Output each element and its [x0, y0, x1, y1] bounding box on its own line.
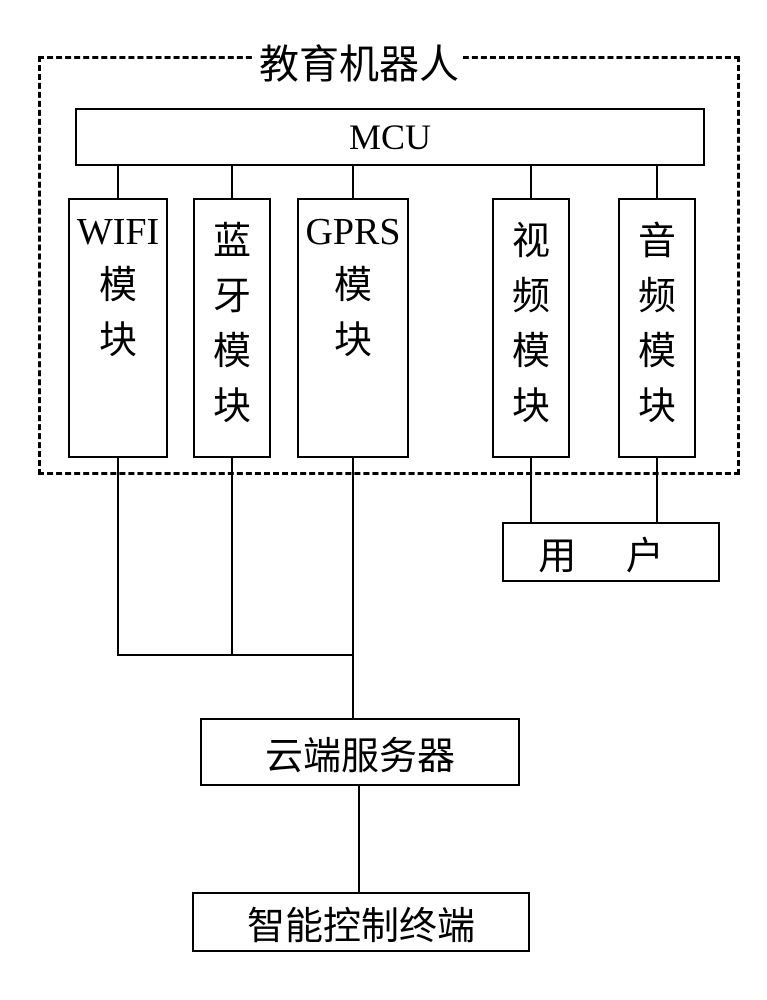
diagram-canvas: 教育机器人 MCU WIFI 模 块 蓝 牙 模 块 GPRS 模 块 视 频 … [0, 0, 767, 1000]
edge-cloud-terminal [358, 786, 360, 892]
edge-mcu-audio [656, 166, 658, 198]
cloud-label: 云端服务器 [265, 725, 455, 780]
gprs-module: GPRS 模 块 [297, 198, 409, 458]
edge-audio-user [656, 458, 658, 522]
edge-mcu-wifi [117, 166, 119, 198]
terminal-label: 智能控制终端 [247, 895, 475, 950]
cloud-server-box: 云端服务器 [200, 718, 520, 786]
edge-mcu-video [530, 166, 532, 198]
edge-wifi-down [117, 458, 119, 654]
wifi-module: WIFI 模 块 [68, 198, 168, 458]
edge-mcu-bt [231, 166, 233, 198]
edge-join-h [117, 654, 354, 656]
edge-mcu-gprs [352, 166, 354, 198]
user-label: 用 户 [538, 525, 684, 580]
bluetooth-module: 蓝 牙 模 块 [193, 198, 271, 458]
user-box: 用 户 [502, 522, 720, 582]
edge-gprs-down [352, 458, 354, 718]
mcu-box: MCU [75, 108, 705, 166]
robot-title: 教育机器人 [255, 32, 463, 90]
edge-video-user [530, 458, 532, 522]
edge-bt-down [231, 458, 233, 654]
terminal-box: 智能控制终端 [192, 892, 530, 952]
audio-module: 音 频 模 块 [618, 198, 696, 458]
mcu-label: MCU [349, 116, 431, 158]
video-module: 视 频 模 块 [492, 198, 570, 458]
